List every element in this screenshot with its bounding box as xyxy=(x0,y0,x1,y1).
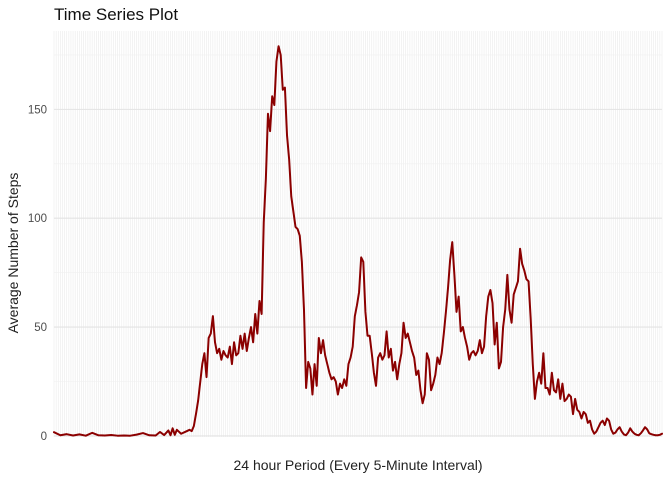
y-tick-label: 50 xyxy=(34,322,47,334)
y-axis-label: Average Number of Steps xyxy=(5,172,21,334)
series-line xyxy=(53,45,663,437)
y-tick-label: 100 xyxy=(28,213,47,225)
series-layer xyxy=(53,45,663,437)
minor-horizontal-gridlines xyxy=(54,54,662,382)
y-axis-ticks: 0 50 100 150 xyxy=(28,104,47,443)
y-tick-label: 150 xyxy=(28,104,47,116)
vertical-gridlines xyxy=(53,31,663,437)
y-tick-label: 0 xyxy=(41,431,47,443)
major-horizontal-gridlines xyxy=(54,108,662,437)
chart-title: Time Series Plot xyxy=(54,5,179,24)
x-axis-label: 24 hour Period (Every 5-Minute Interval) xyxy=(233,457,483,473)
